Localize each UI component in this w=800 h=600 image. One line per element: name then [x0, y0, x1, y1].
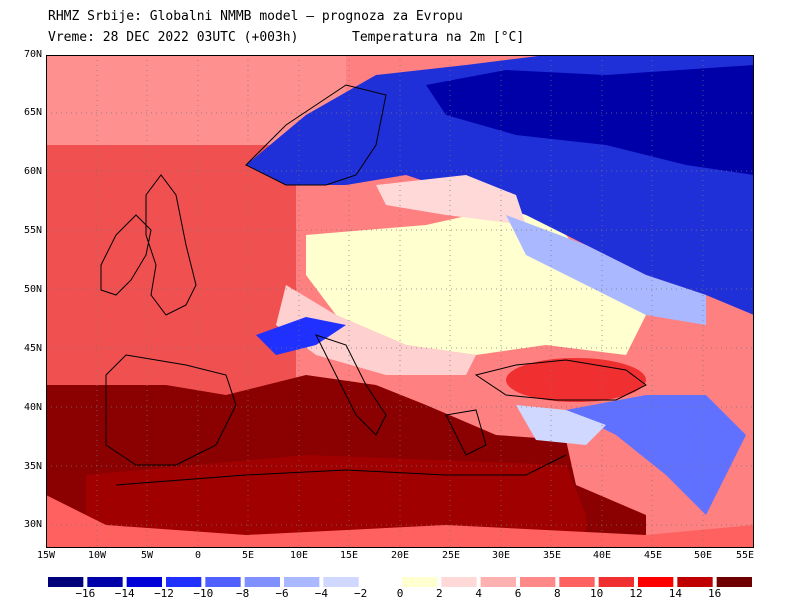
- colorbar-swatch: [638, 577, 674, 587]
- lon-label-35e: 35E: [542, 550, 562, 561]
- field-alps: [256, 317, 346, 355]
- lat-label-40n: 40N: [23, 402, 42, 413]
- colorbar-swatch: [402, 577, 438, 587]
- colorbar-swatch: [677, 577, 713, 587]
- colorbar-label: −16: [75, 587, 96, 600]
- lon-label-10w: 10W: [87, 550, 107, 561]
- colorbar-label: 10: [590, 587, 604, 600]
- lon-label-15w: 15W: [36, 550, 56, 561]
- colorbar-swatch: [166, 577, 202, 587]
- lon-label-45e: 45E: [643, 550, 663, 561]
- colorbar-swatch: [205, 577, 241, 587]
- colorbar-swatch: [323, 577, 359, 587]
- field-baltic: [376, 175, 526, 225]
- colorbar-label: 0: [396, 587, 404, 600]
- colorbar-label: 2: [436, 587, 443, 600]
- colorbar: [48, 577, 752, 587]
- field-caucasus-light: [516, 405, 606, 445]
- colorbar-label: −12: [154, 587, 174, 600]
- lon-label-55e: 55E: [735, 550, 755, 561]
- colorbar-label: −10: [193, 587, 214, 600]
- lat-label-45n: 45N: [23, 343, 42, 354]
- colorbar-label: 14: [668, 587, 682, 600]
- colorbar-swatch: [716, 577, 752, 587]
- lon-label-5w: 5W: [140, 550, 154, 561]
- field-russia-deep: [426, 65, 754, 175]
- colorbar-swatch: [284, 577, 320, 587]
- colorbar-swatch: [244, 577, 280, 587]
- colorbar-label: −8: [236, 587, 250, 600]
- lat-label-30n: 30N: [23, 519, 42, 530]
- coastlines: [100, 84, 647, 486]
- variable-label: Temperatura na 2m [°C]: [352, 30, 525, 45]
- colorbar-label: −2: [354, 587, 368, 600]
- colorbar-swatch: [441, 577, 477, 587]
- colorbar-label: −6: [275, 587, 289, 600]
- map-title: RHMZ Srbije: Globalni NMMB model — progn…: [48, 9, 463, 24]
- colorbar-swatch: [48, 577, 84, 587]
- lon-label-10e: 10E: [289, 550, 309, 561]
- colorbar-label: −14: [114, 587, 135, 600]
- graticule: [46, 55, 754, 548]
- forecast-time: Vreme: 28 DEC 2022 03UTC (+003h): [48, 30, 299, 45]
- colorbar-label: 4: [475, 587, 482, 600]
- field-russia-transition: [506, 215, 706, 325]
- lon-label-50e: 50E: [693, 550, 713, 561]
- field-caucasus: [566, 395, 746, 515]
- colorbar-swatch: [520, 577, 556, 587]
- colorbar-swatch: [480, 577, 516, 587]
- lon-label-5e: 5E: [241, 550, 255, 561]
- field-black-sea: [506, 358, 646, 402]
- temperature-map: [46, 55, 754, 548]
- lat-label-50n: 50N: [23, 284, 42, 295]
- lat-label-55n: 55N: [23, 225, 42, 236]
- field-africa-south: [46, 495, 754, 548]
- colorbar-label: 12: [629, 587, 643, 600]
- field-central-pink: [276, 285, 476, 375]
- colorbar-label: 6: [514, 587, 522, 600]
- lat-label-60n: 60N: [23, 166, 42, 177]
- lon-label-30e: 30E: [491, 550, 511, 561]
- map-frame: [46, 55, 754, 548]
- lat-label-65n: 65N: [23, 107, 42, 118]
- colorbar-label: −4: [314, 587, 328, 600]
- lon-label-20e: 20E: [390, 550, 410, 561]
- lon-label-0: 0: [194, 550, 202, 561]
- colorbar-swatch: [126, 577, 162, 587]
- lat-label-70n: 70N: [23, 49, 42, 60]
- lon-label-25e: 25E: [441, 550, 461, 561]
- colorbar-swatch: [598, 577, 634, 587]
- lon-label-40e: 40E: [592, 550, 612, 561]
- colorbar-label: 16: [708, 587, 722, 600]
- colorbar-label: 8: [554, 587, 561, 600]
- lon-label-15e: 15E: [339, 550, 359, 561]
- lat-label-35n: 35N: [23, 461, 42, 472]
- colorbar-swatch: [559, 577, 595, 587]
- colorbar-swatch: [87, 577, 123, 587]
